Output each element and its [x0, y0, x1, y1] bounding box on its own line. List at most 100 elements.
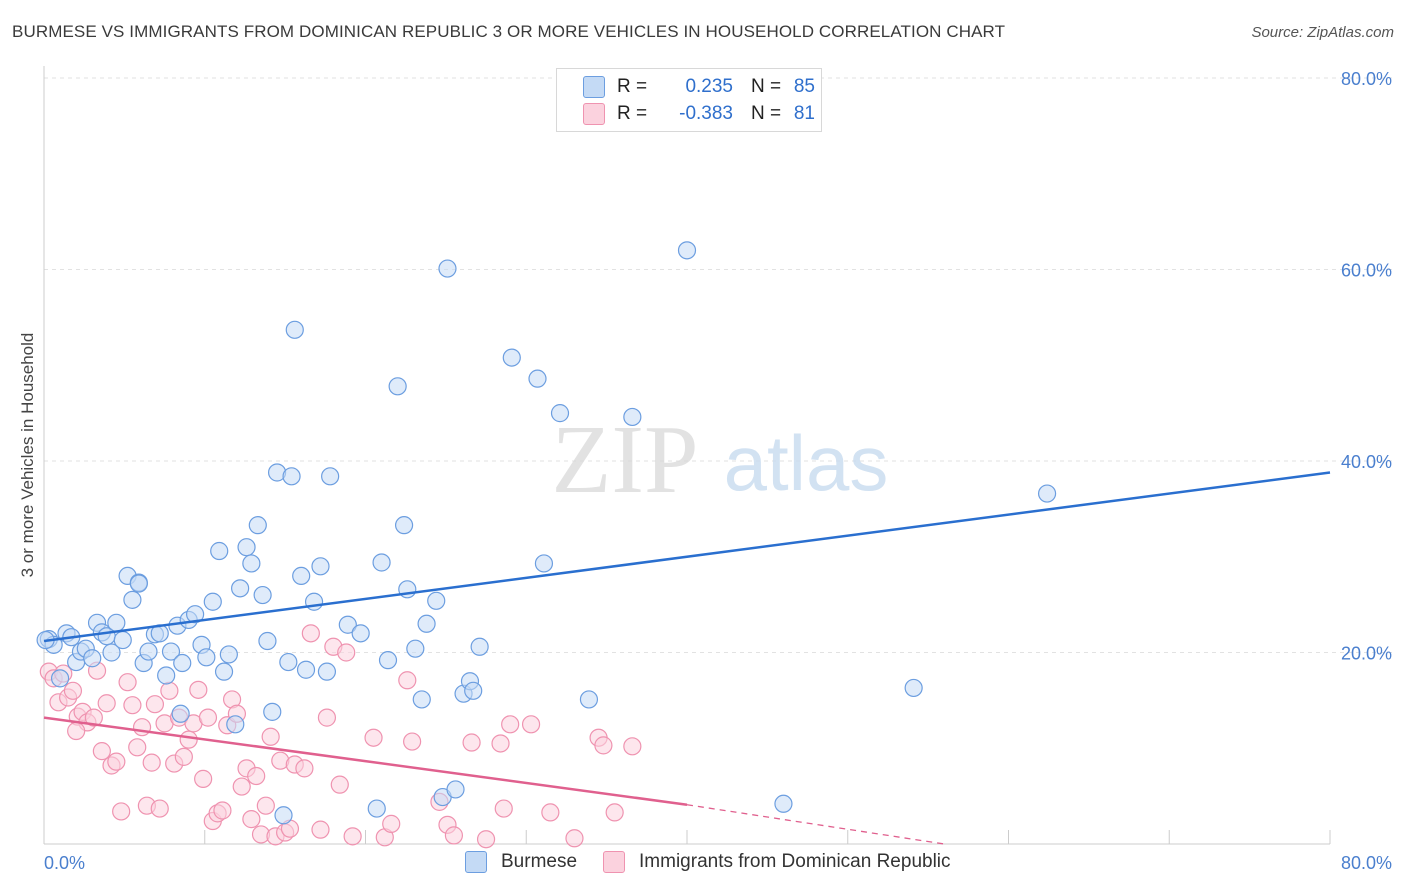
- dominican-point-33[interactable]: [198, 708, 218, 727]
- dominican-point-68[interactable]: [462, 733, 481, 752]
- burmese-point-22[interactable]: [157, 666, 176, 685]
- dominican-point-53[interactable]: [301, 624, 320, 643]
- burmese-point-47[interactable]: [292, 566, 311, 586]
- burmese-point-29[interactable]: [197, 648, 216, 667]
- burmese-point-77[interactable]: [623, 407, 642, 427]
- burmese-point-61[interactable]: [406, 639, 425, 658]
- burmese-point-32[interactable]: [214, 662, 234, 681]
- dominican-point-57[interactable]: [330, 775, 349, 794]
- legend-item-dominican[interactable]: Immigrants from Dominican Republic: [603, 851, 951, 873]
- burmese-point-43[interactable]: [274, 806, 293, 825]
- burmese-point-83[interactable]: [171, 704, 190, 723]
- dominican-point-17[interactable]: [123, 696, 142, 715]
- dominican-point-55[interactable]: [317, 708, 337, 727]
- burmese-point-33[interactable]: [219, 645, 238, 664]
- dominican-point-43[interactable]: [247, 766, 266, 786]
- burmese-point-40[interactable]: [258, 631, 277, 651]
- burmese-point-45[interactable]: [282, 467, 301, 486]
- burmese-point-74[interactable]: [534, 554, 554, 573]
- burmese-point-37[interactable]: [242, 554, 261, 573]
- burmese-point-55[interactable]: [367, 799, 386, 818]
- dominican-point-58[interactable]: [337, 643, 356, 662]
- dominican-point-70[interactable]: [491, 734, 510, 753]
- burmese-point-2[interactable]: [50, 669, 70, 688]
- burmese-point-34[interactable]: [226, 715, 245, 734]
- dominican-point-9[interactable]: [84, 708, 103, 727]
- dominican-point-29[interactable]: [179, 730, 198, 749]
- burmese-point-35[interactable]: [231, 579, 250, 598]
- burmese-point-63[interactable]: [417, 614, 436, 633]
- burmese-point-44[interactable]: [279, 652, 298, 672]
- burmese-point-58[interactable]: [388, 377, 407, 396]
- dominican-point-78[interactable]: [605, 803, 624, 822]
- burmese-point-13[interactable]: [107, 613, 126, 632]
- dominican-point-21[interactable]: [142, 753, 161, 772]
- burmese-point-54[interactable]: [351, 624, 370, 643]
- burmese-point-38[interactable]: [248, 516, 267, 535]
- burmese-point-67[interactable]: [446, 780, 465, 799]
- burmese-point-73[interactable]: [528, 369, 547, 388]
- burmese-point-52[interactable]: [321, 467, 340, 486]
- burmese-point-56[interactable]: [372, 553, 391, 572]
- dominican-point-36[interactable]: [213, 801, 232, 820]
- burmese-point-48[interactable]: [296, 660, 316, 679]
- dominican-point-79[interactable]: [623, 737, 642, 756]
- dominican-point-54[interactable]: [311, 820, 330, 839]
- dominican-point-32[interactable]: [194, 769, 213, 788]
- burmese-point-51[interactable]: [317, 662, 337, 681]
- dominican-point-67[interactable]: [444, 826, 464, 845]
- burmese-point-66[interactable]: [438, 259, 457, 278]
- dominican-point-60[interactable]: [364, 728, 383, 747]
- dominican-point-46[interactable]: [261, 727, 280, 746]
- dominican-point-23[interactable]: [150, 799, 169, 818]
- burmese-point-71[interactable]: [470, 637, 489, 656]
- burmese-point-57[interactable]: [378, 651, 398, 670]
- dominican-point-11[interactable]: [92, 742, 111, 761]
- dominican-point-25[interactable]: [160, 681, 179, 700]
- burmese-point-80[interactable]: [904, 678, 923, 698]
- dominican-point-19[interactable]: [132, 718, 152, 737]
- dominican-point-62[interactable]: [382, 814, 401, 833]
- dominican-point-59[interactable]: [343, 827, 362, 846]
- burmese-point-41[interactable]: [263, 702, 282, 721]
- burmese-point-23[interactable]: [161, 642, 181, 661]
- burmese-point-53[interactable]: [338, 615, 357, 634]
- burmese-point-25[interactable]: [173, 653, 192, 673]
- dominican-point-73[interactable]: [521, 715, 541, 734]
- burmese-point-12[interactable]: [102, 643, 121, 662]
- dominican-point-64[interactable]: [403, 732, 422, 751]
- dominican-point-28[interactable]: [174, 747, 193, 766]
- burmese-point-76[interactable]: [579, 690, 599, 709]
- dominican-point-74[interactable]: [541, 803, 560, 822]
- burmese-point-27[interactable]: [186, 605, 205, 624]
- dominican-point-5[interactable]: [63, 681, 83, 700]
- burmese-point-64[interactable]: [427, 591, 446, 610]
- burmese-point-31[interactable]: [210, 541, 229, 561]
- dominican-point-40[interactable]: [232, 777, 251, 796]
- burmese-point-78[interactable]: [677, 241, 697, 260]
- burmese-point-79[interactable]: [774, 794, 793, 813]
- burmese-point-30[interactable]: [203, 592, 222, 611]
- dominican-point-18[interactable]: [128, 738, 147, 757]
- burmese-point-14[interactable]: [113, 630, 132, 650]
- dominican-point-31[interactable]: [189, 680, 208, 699]
- burmese-point-8[interactable]: [83, 649, 102, 668]
- burmese-point-62[interactable]: [412, 690, 431, 709]
- dominican-point-77[interactable]: [594, 736, 613, 755]
- burmese-point-49[interactable]: [304, 592, 324, 611]
- dominican-point-16[interactable]: [118, 673, 137, 692]
- burmese-point-84[interactable]: [129, 574, 148, 593]
- burmese-point-19[interactable]: [139, 642, 158, 661]
- dominican-point-22[interactable]: [145, 695, 165, 714]
- dominican-point-75[interactable]: [565, 829, 584, 848]
- dominican-point-71[interactable]: [494, 799, 513, 818]
- burmese-point-70[interactable]: [464, 681, 483, 700]
- legend-item-burmese[interactable]: Burmese: [465, 851, 577, 873]
- burmese-point-46[interactable]: [285, 320, 304, 339]
- burmese-point-36[interactable]: [237, 538, 256, 557]
- burmese-point-39[interactable]: [253, 585, 272, 605]
- burmese-point-75[interactable]: [550, 404, 570, 423]
- dominican-point-52[interactable]: [295, 759, 314, 778]
- burmese-point-59[interactable]: [394, 516, 414, 535]
- burmese-point-50[interactable]: [311, 557, 330, 576]
